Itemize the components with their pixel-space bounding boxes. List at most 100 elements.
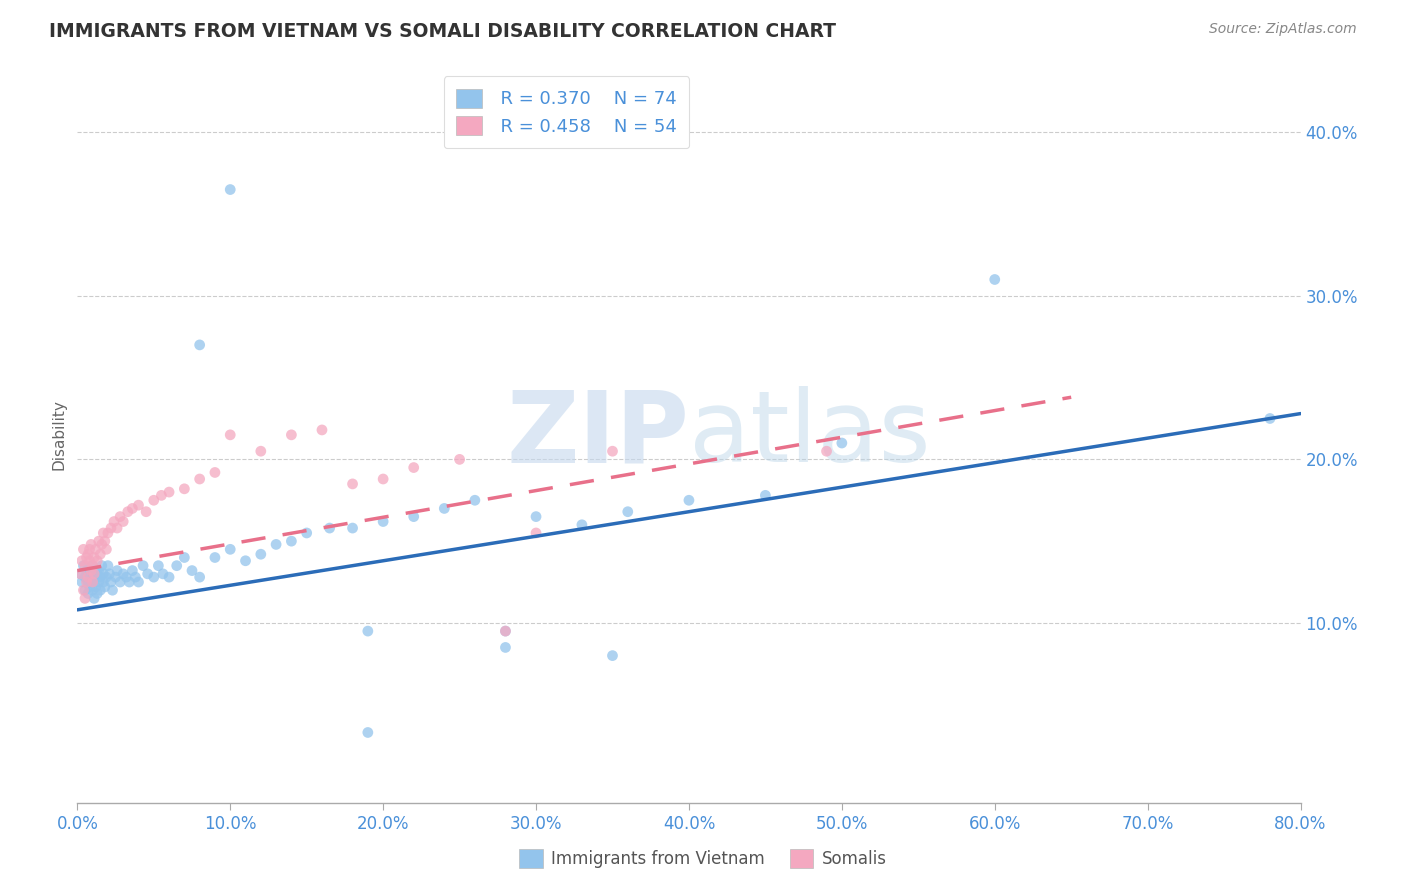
Point	[127, 498, 149, 512]
Point	[73, 583, 96, 598]
Point	[495, 640, 517, 655]
Point	[204, 466, 226, 480]
Point	[70, 574, 93, 589]
Point	[105, 521, 128, 535]
Point	[100, 521, 122, 535]
Point	[77, 586, 100, 600]
Point	[371, 472, 394, 486]
Point	[136, 566, 159, 581]
Point	[342, 521, 364, 535]
Point	[77, 574, 100, 589]
Point	[96, 542, 118, 557]
Point	[678, 493, 700, 508]
Point	[173, 550, 195, 565]
Point	[984, 272, 1007, 286]
Point	[402, 460, 425, 475]
Point	[127, 574, 149, 589]
Point	[98, 566, 121, 581]
Point	[79, 554, 101, 568]
Point	[1258, 411, 1281, 425]
Point	[90, 537, 112, 551]
Point	[89, 583, 111, 598]
Point	[86, 566, 108, 581]
Point	[80, 564, 103, 578]
Point	[219, 427, 242, 442]
Text: atlas: atlas	[689, 386, 931, 483]
Y-axis label: Disability: Disability	[51, 400, 66, 470]
Point	[188, 570, 211, 584]
Point	[121, 501, 143, 516]
Point	[103, 515, 125, 529]
Point	[87, 564, 110, 578]
Point	[235, 554, 257, 568]
Point	[132, 558, 155, 573]
Point	[97, 558, 120, 573]
Point	[112, 515, 135, 529]
Point	[204, 550, 226, 565]
Point	[357, 725, 380, 739]
Point	[188, 338, 211, 352]
Point	[70, 554, 93, 568]
Point	[142, 493, 165, 508]
Point	[105, 564, 128, 578]
Point	[148, 558, 170, 573]
Point	[571, 517, 593, 532]
Point	[280, 534, 302, 549]
Point	[602, 648, 624, 663]
Point	[295, 525, 318, 540]
Point	[219, 542, 242, 557]
Point	[181, 564, 204, 578]
Point	[69, 566, 91, 581]
Point	[617, 505, 640, 519]
Point	[121, 564, 143, 578]
Point	[76, 574, 98, 589]
Text: IMMIGRANTS FROM VIETNAM VS SOMALI DISABILITY CORRELATION CHART: IMMIGRANTS FROM VIETNAM VS SOMALI DISABI…	[49, 22, 837, 41]
Point	[73, 570, 96, 584]
Point	[84, 542, 107, 557]
Point	[73, 558, 96, 573]
Point	[311, 423, 333, 437]
Point	[91, 525, 114, 540]
Point	[371, 515, 394, 529]
Point	[135, 505, 157, 519]
Point	[82, 558, 104, 573]
Point	[77, 570, 100, 584]
Point	[108, 574, 131, 589]
Point	[104, 570, 127, 584]
Point	[754, 488, 776, 502]
Point	[124, 570, 146, 584]
Point	[112, 566, 135, 581]
Point	[318, 521, 340, 535]
Point	[495, 624, 517, 639]
Point	[173, 482, 195, 496]
Point	[84, 580, 107, 594]
Text: ZIP: ZIP	[506, 386, 689, 483]
Point	[87, 534, 110, 549]
Point	[86, 554, 108, 568]
Point	[219, 182, 242, 196]
Point	[94, 534, 117, 549]
Point	[115, 570, 138, 584]
Point	[166, 558, 188, 573]
Point	[80, 537, 103, 551]
Point	[94, 580, 117, 594]
Point	[89, 570, 111, 584]
Point	[69, 566, 91, 581]
Point	[82, 558, 104, 573]
Point	[280, 427, 302, 442]
Point	[117, 505, 139, 519]
Point	[152, 566, 174, 581]
Point	[76, 564, 98, 578]
Point	[82, 574, 104, 589]
Point	[357, 624, 380, 639]
Text: Source: ZipAtlas.com: Source: ZipAtlas.com	[1209, 22, 1357, 37]
Point	[79, 566, 101, 581]
Point	[402, 509, 425, 524]
Point	[524, 525, 547, 540]
Point	[108, 509, 131, 524]
Legend:   R = 0.370    N = 74,   R = 0.458    N = 54: R = 0.370 N = 74, R = 0.458 N = 54	[444, 76, 689, 148]
Point	[83, 591, 105, 606]
Point	[79, 580, 101, 594]
Point	[495, 624, 517, 639]
Point	[157, 485, 180, 500]
